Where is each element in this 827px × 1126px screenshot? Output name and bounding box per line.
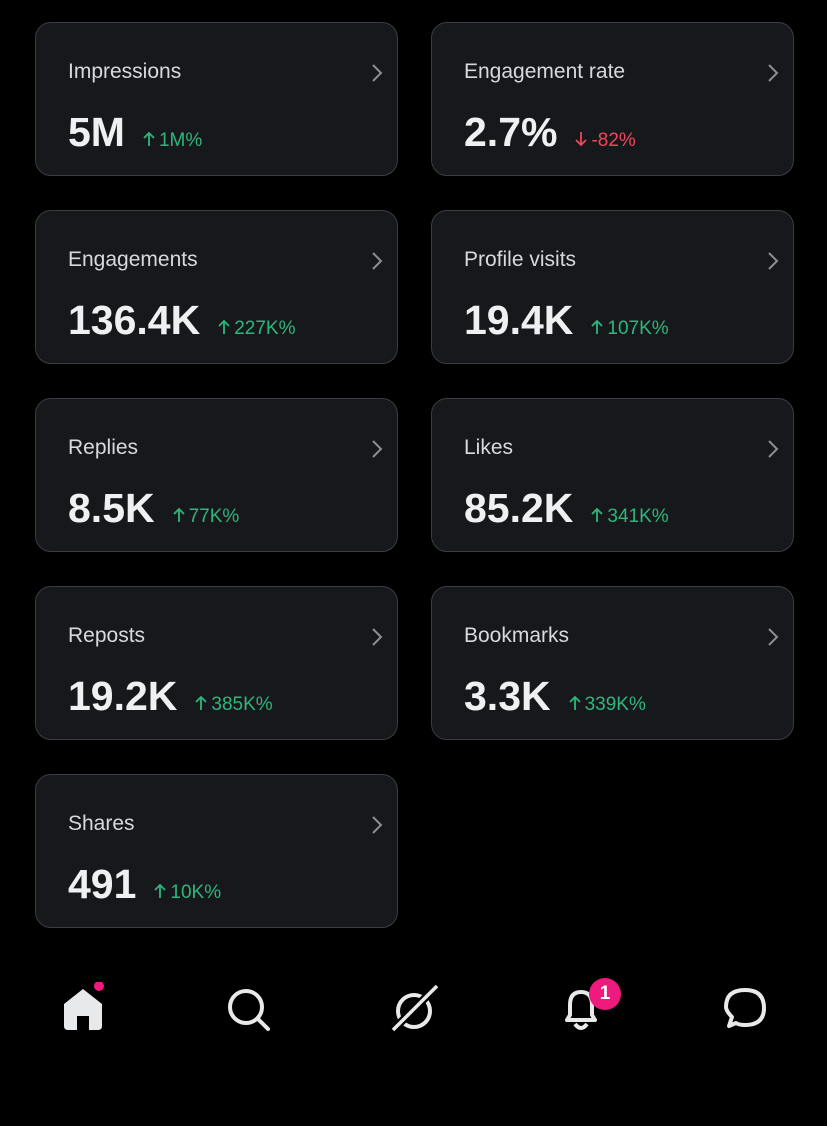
metric-label: Reposts	[68, 624, 146, 647]
metric-row: 85.2K 341K%	[464, 485, 669, 532]
change-text: -82%	[591, 130, 636, 151]
metric-value: 85.2K	[464, 485, 574, 531]
metric-value: 491	[68, 861, 137, 907]
chevron	[767, 439, 779, 464]
change-arrow	[591, 319, 604, 334]
chevron	[371, 63, 383, 88]
change-arrow	[218, 319, 230, 334]
chevron-icon	[372, 816, 383, 834]
metric-card[interactable]: Profile visits 19.4K 107K%	[431, 210, 794, 364]
change-arrow	[568, 695, 581, 710]
change-text: 10K%	[170, 882, 222, 903]
metric-change: 107K%	[591, 318, 669, 340]
chevron-icon	[372, 64, 383, 82]
metric-row: 2.7% -82%	[464, 109, 636, 156]
chevron-icon	[768, 64, 779, 82]
metric-change: 77K%	[172, 506, 240, 528]
chevron	[371, 251, 383, 276]
chevron-icon	[372, 628, 383, 646]
metric-value: 8.5K	[68, 485, 155, 531]
metric-value: 19.2K	[68, 673, 178, 719]
chevron-icon	[768, 440, 779, 458]
change-text: 341K%	[607, 506, 669, 527]
metric-row: 5M 1M%	[68, 109, 202, 156]
change-arrow	[575, 132, 588, 147]
change-arrow	[172, 507, 185, 522]
metric-change: 1M%	[143, 130, 202, 152]
metric-card[interactable]: Engagement rate 2.7% -82%	[431, 22, 794, 176]
metric-label: Replies	[68, 436, 139, 459]
change-arrow	[591, 507, 604, 522]
metric-label: Engagements	[68, 248, 198, 271]
metric-change: 339K%	[568, 694, 646, 716]
change-text: 339K%	[584, 694, 646, 715]
metric-label: Likes	[464, 436, 514, 459]
chevron	[767, 627, 779, 652]
metric-value: 136.4K	[68, 297, 201, 343]
metric-label: Engagement rate	[464, 60, 626, 83]
metric-row: 136.4K 227K%	[68, 297, 296, 344]
change-text: 1M%	[158, 130, 203, 151]
metric-label: Bookmarks	[464, 624, 570, 647]
change-text: 227K%	[234, 318, 296, 339]
messages-icon[interactable]	[720, 982, 770, 1036]
chevron	[767, 251, 779, 276]
metric-value: 3.3K	[464, 673, 551, 719]
metric-label: Shares	[68, 812, 135, 835]
metric-change: 10K%	[154, 882, 221, 904]
metric-card[interactable]: Impressions 5M 1M%	[35, 22, 398, 176]
metric-card[interactable]: Engagements 136.4K 227K%	[35, 210, 398, 364]
grok-icon[interactable]	[388, 982, 442, 1036]
metric-change: 227K%	[218, 318, 296, 340]
change-arrow	[195, 695, 208, 710]
chevron	[371, 439, 383, 464]
change-text: 385K%	[211, 694, 273, 715]
metric-change: 385K%	[195, 694, 273, 716]
chevron-icon	[372, 440, 383, 458]
metric-card[interactable]: Likes 85.2K 341K%	[431, 398, 794, 552]
metric-row: 19.2K 385K%	[68, 673, 273, 720]
metric-row: 3.3K 339K%	[464, 673, 646, 720]
search-icon[interactable]	[225, 982, 275, 1036]
metric-change: 341K%	[591, 506, 669, 528]
chevron-icon	[372, 252, 383, 270]
notification-badge: 1	[589, 978, 621, 1010]
home-icon[interactable]	[58, 982, 108, 1036]
metric-label: Impressions	[68, 60, 182, 83]
metric-row: 8.5K 77K%	[68, 485, 239, 532]
metric-value: 2.7%	[464, 109, 558, 155]
chevron	[371, 815, 383, 840]
metric-value: 5M	[68, 109, 125, 155]
chevron-icon	[768, 252, 779, 270]
metric-card[interactable]: Reposts 19.2K 385K%	[35, 586, 398, 740]
chevron	[371, 627, 383, 652]
metric-label: Profile visits	[464, 248, 577, 271]
chevron-icon	[768, 628, 779, 646]
change-arrow	[143, 131, 155, 146]
change-text: 77K%	[188, 506, 240, 527]
chevron	[767, 63, 779, 88]
metric-card[interactable]: Replies 8.5K 77K%	[35, 398, 398, 552]
metric-value: 19.4K	[464, 297, 574, 343]
metric-change: -82%	[575, 130, 636, 152]
change-arrow	[154, 883, 167, 898]
metric-row: 491 10K%	[68, 861, 221, 908]
metric-row: 19.4K 107K%	[464, 297, 669, 344]
metric-card[interactable]: Shares 491 10K%	[35, 774, 398, 928]
metric-card[interactable]: Bookmarks 3.3K 339K%	[431, 586, 794, 740]
change-text: 107K%	[607, 318, 669, 339]
